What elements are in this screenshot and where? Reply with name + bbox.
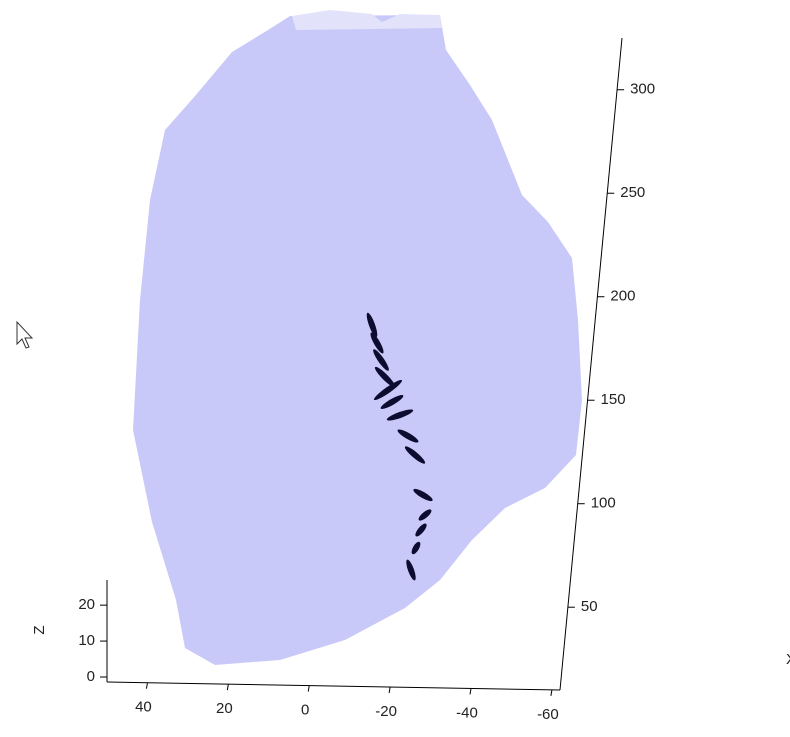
y-tick-label: 300 xyxy=(630,81,655,98)
x-tick-label: -20 xyxy=(375,703,397,720)
x-tick-label: 40 xyxy=(135,699,152,716)
y-tick-label: 200 xyxy=(610,288,635,305)
y-tick-label: 150 xyxy=(601,391,626,408)
stroke xyxy=(386,409,414,421)
surface xyxy=(133,10,582,665)
x-tick xyxy=(550,689,553,696)
stroke xyxy=(397,429,419,443)
stroke xyxy=(373,349,389,371)
stroke xyxy=(411,541,421,555)
stroke xyxy=(415,523,427,537)
x-tick-label: -60 xyxy=(537,706,559,723)
stroke xyxy=(380,395,404,409)
stroke xyxy=(418,509,432,521)
stroke xyxy=(370,332,384,354)
x-axis-label: X xyxy=(786,651,790,668)
y-tick-label: 50 xyxy=(581,598,598,615)
x-tick xyxy=(469,688,472,695)
x-tick xyxy=(145,682,148,689)
z-axis-label: Z xyxy=(31,625,48,634)
x-tick-label: 0 xyxy=(301,702,309,719)
stroke xyxy=(413,488,433,502)
x-tick-label: -40 xyxy=(456,704,478,721)
z-tick-label: 10 xyxy=(78,632,95,649)
stroke xyxy=(373,379,403,401)
y-tick-label: 250 xyxy=(620,184,645,201)
stroke xyxy=(366,312,378,338)
x-tick xyxy=(226,684,229,691)
strokes xyxy=(366,312,433,581)
mouse-cursor xyxy=(16,320,34,349)
y-tick-label: 100 xyxy=(591,495,616,512)
z-tick-label: 20 xyxy=(78,596,95,613)
stroke xyxy=(406,559,416,581)
stroke xyxy=(374,366,396,388)
surface-body xyxy=(133,15,582,665)
x-tick xyxy=(307,685,310,692)
surface-top xyxy=(292,10,442,30)
z-tick-label: 0 xyxy=(87,668,95,685)
stroke xyxy=(404,446,426,464)
y-axis-line xyxy=(559,37,623,691)
x-axis-line xyxy=(106,681,561,691)
x-tick xyxy=(388,686,391,694)
x-tick-label: 20 xyxy=(216,700,233,717)
